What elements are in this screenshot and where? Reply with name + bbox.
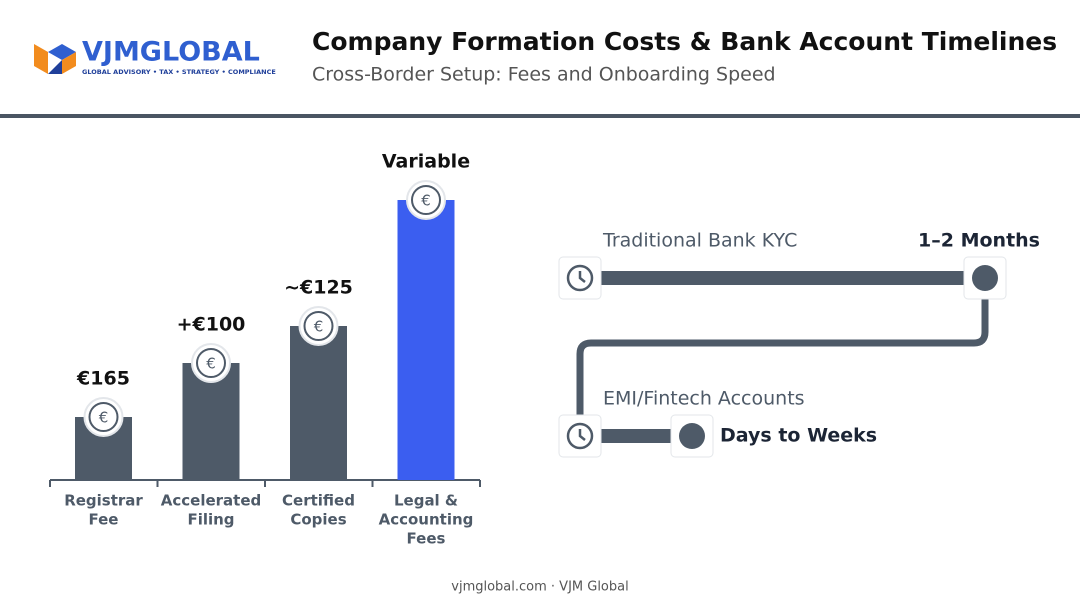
- category-label: Fees: [407, 530, 446, 548]
- euro-symbol: €: [421, 192, 431, 210]
- timeline-bar: [597, 429, 692, 443]
- timeline-label: Traditional Bank KYC: [602, 230, 797, 252]
- end-dot: [972, 265, 998, 291]
- euro-symbol: €: [314, 318, 324, 336]
- logo: VJMGLOBAL GLOBAL ADVISORY • TAX • STRATE…: [34, 37, 276, 76]
- clock-icon: [558, 414, 602, 458]
- footer: vjmglobal.com · VJM Global: [451, 580, 628, 595]
- category-label: Fee: [89, 511, 119, 529]
- amount-label: Variable: [382, 151, 470, 173]
- bar: [290, 326, 347, 480]
- connector: [576, 278, 989, 420]
- end-dot: [679, 423, 705, 449]
- amount-label: ~€125: [284, 277, 353, 299]
- bar: [397, 200, 455, 480]
- amount-label: €165: [76, 368, 130, 390]
- timeline-duration: Days to Weeks: [720, 425, 877, 447]
- amount-label: +€100: [177, 314, 246, 336]
- logo-tagline: GLOBAL ADVISORY • TAX • STRATEGY • COMPL…: [82, 68, 276, 76]
- category-label: Copies: [290, 511, 346, 529]
- euro-symbol: €: [99, 409, 109, 427]
- euro-ring: [196, 348, 226, 378]
- title: Company Formation Costs & Bank Account T…: [312, 27, 1057, 56]
- subtitle: Cross-Border Setup: Fees and Onboarding …: [312, 64, 776, 86]
- category-label: Filing: [187, 511, 234, 529]
- euro-ring: [411, 185, 441, 215]
- euro-ring: [88, 402, 119, 432]
- clock-icon: [558, 256, 602, 300]
- category-label: Accounting: [379, 511, 474, 529]
- timeline-label: EMI/Fintech Accounts: [603, 388, 805, 410]
- timeline: Traditional Bank KYC 1–2 Months EMI/Fint…: [558, 230, 1040, 458]
- category-label: Registrar: [64, 492, 143, 510]
- euro-ring: [303, 311, 334, 341]
- header-rule: [0, 114, 1080, 118]
- timeline-bar: [597, 271, 987, 285]
- category-label: Accelerated: [161, 492, 261, 510]
- logo-name: VJMGLOBAL: [82, 37, 260, 68]
- euro-symbol: €: [206, 355, 216, 373]
- category-label: Certified: [282, 492, 355, 510]
- category-label: Legal &: [394, 492, 458, 510]
- timeline-duration: 1–2 Months: [918, 230, 1040, 252]
